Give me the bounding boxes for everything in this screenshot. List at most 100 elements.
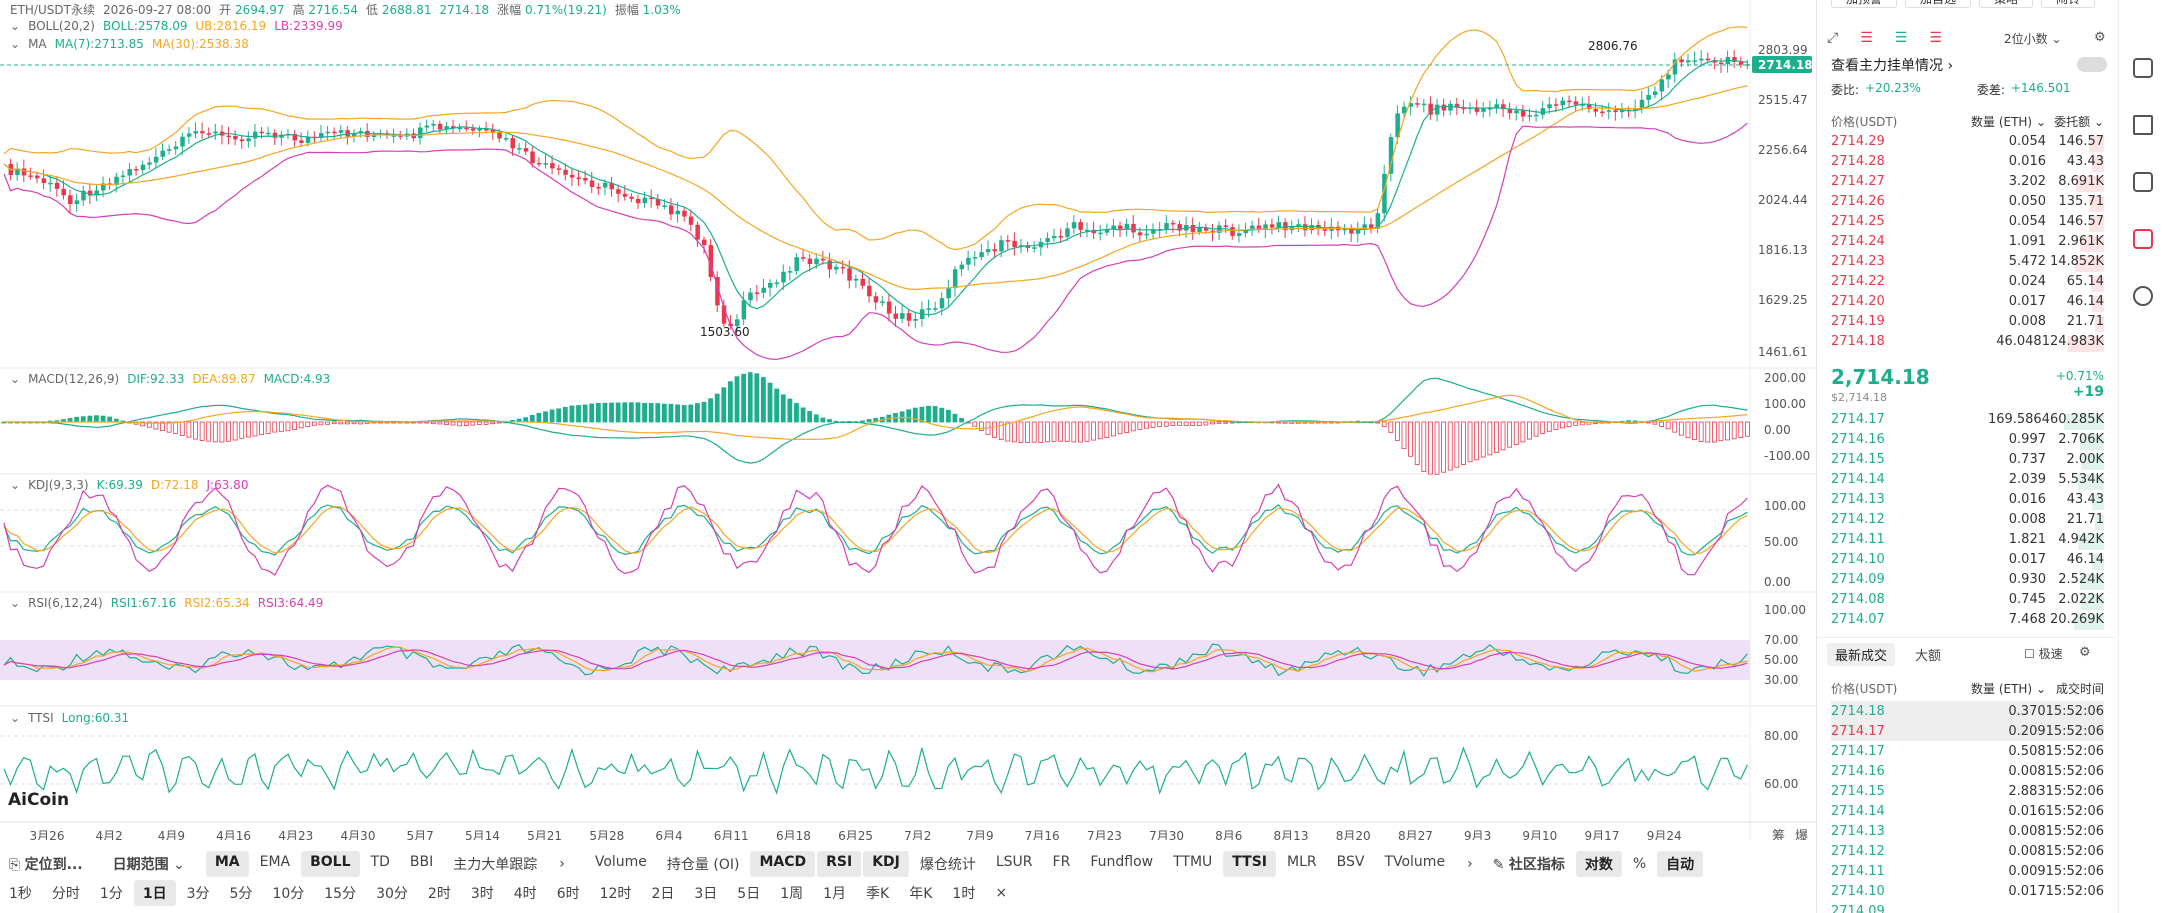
subchart-button-7[interactable]: FR	[1052, 854, 1071, 870]
latest-trades-tab[interactable]: 最新成交	[1827, 643, 1896, 666]
settings-icon[interactable]: ⚙	[2094, 30, 2106, 45]
book-bids-icon[interactable]: ☰	[1894, 30, 1908, 46]
book-row[interactable]: 2714.15 0.737 2.00K	[1831, 449, 2104, 470]
book-row[interactable]: 2714.22 0.024 65.14	[1831, 271, 2104, 292]
chevron-down-icon[interactable]: ⌄	[10, 711, 21, 725]
chevron-down-icon[interactable]: ⌄	[10, 478, 21, 492]
book-row[interactable]: 2714.26 0.050 135.71	[1831, 191, 2104, 212]
macd-legend[interactable]: ⌄ MACD(12,26,9) DIF:92.33 DEA:89.87 MACD…	[10, 372, 330, 386]
date-range-button[interactable]: 日期范围 ⌄	[112, 857, 185, 873]
period-button-18[interactable]: 1月	[823, 886, 847, 902]
kdj-legend[interactable]: ⌄ KDJ(9,3,3) K:69.39 D:72.18 J:63.80	[10, 478, 248, 492]
subchart-button-9[interactable]: TTMU	[1173, 854, 1213, 870]
period-button-12[interactable]: 6时	[556, 886, 580, 902]
book-asks-icon[interactable]: ☰	[1929, 30, 1942, 46]
book-row[interactable]: 2714.08 0.745 2.022K	[1831, 589, 2104, 610]
book-both-icon[interactable]: ☰	[1860, 30, 1873, 46]
right-tab-3[interactable]: 闹铃	[2041, 0, 2096, 8]
period-button-14[interactable]: 2日	[651, 886, 675, 902]
col-amount[interactable]: 委托额 ⌄	[2054, 114, 2104, 129]
chevron-right-icon[interactable]: ›	[559, 856, 565, 872]
period-button-6[interactable]: 10分	[272, 886, 305, 902]
chevron-down-icon[interactable]: ⌄	[10, 37, 21, 51]
period-button-1[interactable]: 分时	[51, 886, 80, 902]
robot-icon[interactable]	[2133, 229, 2153, 249]
period-button-0[interactable]: 1秒	[9, 886, 32, 902]
indicator-button-4[interactable]: BBI	[409, 854, 434, 870]
book-row[interactable]: 2714.28 0.016 43.43	[1831, 151, 2104, 172]
kline-chart[interactable]: 2803.99 2515.47 2256.64 2024.44 1816.13 1629.…	[0, 0, 1816, 840]
subchart-button-12[interactable]: BSV	[1336, 854, 1365, 870]
trades-col-qty[interactable]: 数量 (ETH) ⌄	[1971, 681, 2046, 696]
chevron-down-icon[interactable]: ⌄	[10, 19, 21, 33]
book-row[interactable]: 2714.12 0.008 21.71	[1831, 509, 2104, 530]
book-row[interactable]: 2714.17 169.586 460.285K	[1831, 409, 2104, 430]
close-icon[interactable]: ×	[995, 885, 1008, 901]
indicator-button-5[interactable]: 主力大单跟踪	[453, 857, 538, 873]
expand-icon[interactable]: ⤢	[1827, 30, 1839, 46]
col-qty[interactable]: 数量 (ETH) ⌄	[1971, 114, 2046, 129]
period-button-19[interactable]: 季K	[866, 886, 890, 902]
subchart-button-2[interactable]: MACD	[750, 851, 816, 877]
ttsi-legend[interactable]: ⌄ TTSI Long:60.31	[10, 711, 129, 725]
period-button-7[interactable]: 15分	[324, 886, 357, 902]
period-button-5[interactable]: 5分	[229, 886, 253, 902]
book-row[interactable]: 2714.10 0.017 46.14	[1831, 549, 2104, 570]
book-row[interactable]: 2714.25 0.054 146.57	[1831, 211, 2104, 232]
period-button-2[interactable]: 1分	[99, 886, 123, 902]
layout-icon[interactable]	[2133, 58, 2153, 78]
indicator-button-3[interactable]: TD	[370, 854, 390, 870]
ma-legend[interactable]: ⌄ MA MA(7):2713.85 MA(30):2538.38	[10, 37, 249, 51]
percent-scale-button[interactable]: %	[1632, 856, 1647, 872]
subchart-button-1[interactable]: 持仓量 (OI)	[666, 857, 740, 873]
right-tab-2[interactable]: 策略	[1979, 0, 2034, 8]
period-button-9[interactable]: 2时	[427, 886, 451, 902]
period-button-20[interactable]: 年K	[909, 886, 933, 902]
book-row[interactable]: 2714.16 0.997 2.706K	[1831, 429, 2104, 450]
fast-checkbox[interactable]: ☐ 极速	[2024, 647, 2063, 661]
book-row[interactable]: 2714.19 0.008 21.71	[1831, 311, 2104, 332]
rsi-legend[interactable]: ⌄ RSI(6,12,24) RSI1:67.16 RSI2:65.34 RSI…	[10, 596, 323, 610]
subchart-button-3[interactable]: RSI	[817, 851, 862, 877]
community-indicators-button[interactable]: ✎ 社区指标	[1492, 857, 1565, 873]
precision-select[interactable]: 2位小数 ⌄	[2004, 32, 2062, 46]
book-row[interactable]: 2714.18 46.048 124.983K	[1831, 331, 2104, 352]
period-button-15[interactable]: 3日	[694, 886, 718, 902]
locate-button[interactable]: ⎘ 定位到...	[9, 857, 83, 873]
indicator-button-0[interactable]: MA	[205, 851, 249, 877]
right-tab-1[interactable]: 加自选	[1905, 0, 1972, 8]
chevron-down-icon[interactable]: ⌄	[10, 372, 21, 386]
chart-icon[interactable]	[2133, 115, 2153, 135]
period-button-17[interactable]: 1周	[780, 886, 804, 902]
period-button-8[interactable]: 30分	[376, 886, 408, 902]
subchart-button-11[interactable]: MLR	[1287, 854, 1317, 870]
subchart-button-0[interactable]: Volume	[594, 854, 647, 870]
subchart-button-13[interactable]: TVolume	[1384, 854, 1446, 870]
indicator-button-1[interactable]: EMA	[259, 854, 291, 870]
log-scale-button[interactable]: 对数	[1575, 851, 1622, 877]
subchart-button-10[interactable]: TTSI	[1223, 851, 1276, 877]
ticker-icon[interactable]	[2133, 172, 2153, 192]
large-trades-tab[interactable]: 大额	[1915, 649, 1942, 664]
book-row[interactable]: 2714.29 0.054 146.57	[1831, 131, 2104, 152]
subchart-button-8[interactable]: Fundflow	[1090, 854, 1154, 870]
subchart-button-6[interactable]: LSUR	[995, 854, 1033, 870]
chevron-down-icon[interactable]: ⌄	[10, 596, 21, 610]
settings-icon[interactable]: ⚙	[2079, 645, 2091, 660]
auto-scale-button[interactable]: 自动	[1657, 851, 1704, 877]
period-button-21[interactable]: 1时	[952, 886, 976, 902]
book-row[interactable]: 2714.14 2.039 5.534K	[1831, 469, 2104, 490]
subchart-button-4[interactable]: KDJ	[863, 851, 909, 877]
period-button-13[interactable]: 12时	[599, 886, 632, 902]
book-row[interactable]: 2714.13 0.016 43.43	[1831, 489, 2104, 510]
book-row[interactable]: 2714.07 7.468 20.269K	[1831, 609, 2104, 630]
book-row[interactable]: 2714.23 5.472 14.852K	[1831, 251, 2104, 272]
book-row[interactable]: 2714.09 0.930 2.524K	[1831, 569, 2104, 590]
period-button-4[interactable]: 3分	[186, 886, 210, 902]
book-row[interactable]: 2714.27 3.202 8.691K	[1831, 171, 2104, 192]
indicator-button-2[interactable]: BOLL	[301, 851, 360, 877]
book-row[interactable]: 2714.20 0.017 46.14	[1831, 291, 2104, 312]
chevron-right-icon[interactable]: ›	[1467, 856, 1473, 872]
book-row[interactable]: 2714.11 1.821 4.942K	[1831, 529, 2104, 550]
period-button-3[interactable]: 1日	[133, 880, 176, 906]
